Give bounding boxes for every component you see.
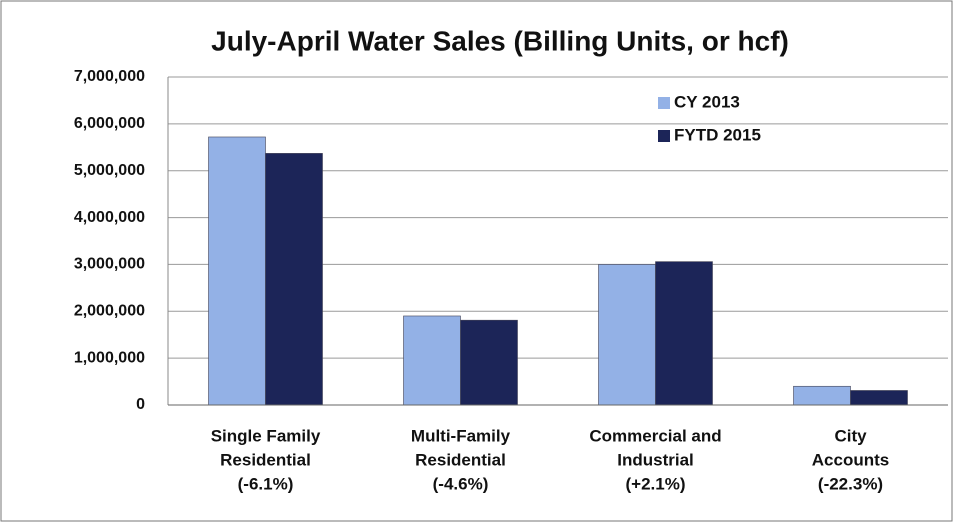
x-tick-label: Residential	[415, 450, 506, 469]
y-tick-label: 2,000,000	[74, 303, 145, 320]
bar	[208, 136, 266, 406]
bar	[265, 153, 323, 406]
y-tick-label: 1,000,000	[74, 349, 145, 366]
x-tick-label: (-4.6%)	[433, 474, 489, 493]
y-tick-label: 5,000,000	[74, 162, 145, 179]
bar	[793, 385, 851, 406]
y-tick-label: 3,000,000	[74, 256, 145, 273]
bar	[403, 315, 461, 406]
x-tick-label: Residential	[220, 450, 311, 469]
x-tick-label: (+2.1%)	[626, 474, 686, 493]
chart-title: July-April Water Sales (Billing Units, o…	[211, 25, 789, 56]
x-tick-label: Accounts	[812, 450, 889, 469]
legend-label: FYTD 2015	[674, 125, 761, 144]
bar	[850, 390, 908, 406]
bar	[655, 261, 713, 406]
x-tick-label: (-6.1%)	[238, 474, 294, 493]
y-tick-label: 0	[136, 396, 145, 413]
x-tick-label: Multi-Family	[411, 426, 511, 445]
legend-swatch	[658, 97, 670, 109]
bar	[598, 264, 656, 406]
x-tick-label: Commercial and	[589, 426, 721, 445]
x-tick-label: (-22.3%)	[818, 474, 883, 493]
y-tick-label: 7,000,000	[74, 68, 145, 85]
x-tick-label: Industrial	[617, 450, 694, 469]
legend-swatch	[658, 130, 670, 142]
x-tick-label: City	[834, 426, 867, 445]
y-tick-label: 6,000,000	[74, 115, 145, 132]
x-tick-label: Single Family	[211, 426, 321, 445]
legend-label: CY 2013	[674, 92, 740, 111]
y-tick-label: 4,000,000	[74, 209, 145, 226]
bar	[460, 319, 518, 406]
